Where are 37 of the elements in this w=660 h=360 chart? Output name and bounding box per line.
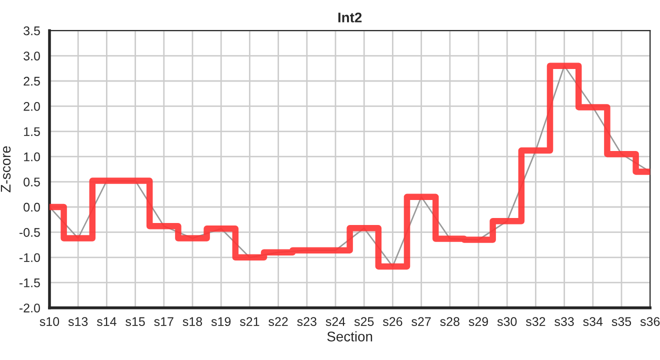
y-tick-label: -1.5 [19, 278, 40, 288]
y-tick-label: 3.5 [24, 26, 40, 36]
x-tick-label: s19 [211, 317, 231, 326]
y-tick-label: -1.0 [19, 253, 40, 262]
x-tick-label: s24 [326, 317, 346, 326]
x-tick-label: s13 [68, 317, 88, 326]
y-tick-label: 2.5 [24, 76, 40, 86]
x-tick-label: s10 [40, 317, 60, 326]
x-tick-label: s17 [154, 317, 174, 326]
x-tick-label: s15 [126, 317, 145, 326]
y-tick-label: 1.0 [24, 152, 40, 162]
chart-title: Int2 [338, 12, 362, 22]
x-tick-label: s34 [583, 317, 603, 326]
x-tick-label: s22 [268, 317, 288, 326]
x-tick-label: s26 [382, 317, 402, 326]
x-tick-label: s28 [440, 317, 460, 326]
x-tick-label: s14 [96, 317, 116, 326]
y-tick-label: -0.5 [19, 228, 40, 237]
x-tick-label: s29 [468, 317, 488, 326]
x-tick-label: s27 [412, 317, 431, 326]
x-tick-label: s30 [497, 317, 517, 326]
x-tick-label: s21 [240, 317, 260, 326]
x-tick-label: s35 [612, 317, 632, 326]
x-tick-label: s25 [354, 317, 374, 326]
x-tick-label: s36 [640, 317, 660, 326]
y-tick-label: 0.5 [24, 178, 40, 186]
y-tick-label: 2.0 [24, 102, 40, 111]
x-tick-label: s33 [554, 317, 574, 326]
y-tick-label: 3.0 [24, 52, 40, 60]
x-axis-title: Section [327, 331, 372, 342]
y-tick-label: 1.5 [24, 127, 40, 136]
x-tick-label: s18 [182, 317, 202, 326]
x-tick-label: s32 [526, 317, 546, 326]
y-tick-label: -2.0 [19, 304, 40, 312]
x-tick-label: s23 [297, 317, 316, 326]
y-tick-label: 0.0 [24, 202, 40, 212]
y-axis-title: Z-score [0, 146, 11, 192]
